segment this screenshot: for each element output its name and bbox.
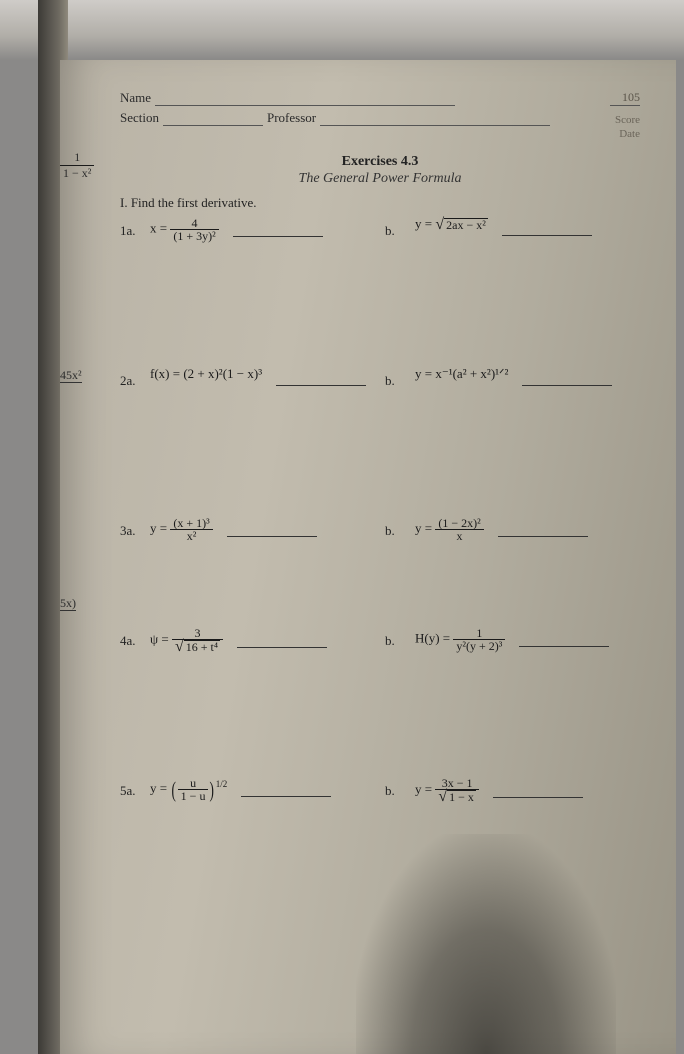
professor-field-line <box>320 125 550 126</box>
margin-fragment-1: 11 − x² <box>60 150 94 181</box>
problem-4b: b. H(y) = 1y²(y + 2)³ <box>385 627 640 652</box>
answer-blank <box>498 536 588 537</box>
answer-blank <box>237 647 327 648</box>
answer-blank <box>522 385 612 386</box>
page-header: Name 105 Section Professor Score Date <box>120 90 640 140</box>
problem-1a: 1a. x = 4(1 + 3y)² <box>120 217 375 242</box>
answer-blank <box>502 235 592 236</box>
exercises-subtitle: The General Power Formula <box>120 171 640 187</box>
problem-3a: 3a. y = (x + 1)³x² <box>120 517 375 542</box>
problems-grid: 1a. x = 4(1 + 3y)² b. y = √2ax − x² 2a. <box>120 217 640 927</box>
problem-row: 4a. ψ = 3 √16 + t⁴ b. H(y) = 1y²(y + 2)³ <box>120 627 640 777</box>
problem-row: 1a. x = 4(1 + 3y)² b. y = √2ax − x² <box>120 217 640 367</box>
problem-row: 5a. y = (u1 − u)1/2 b. y = 3x − 1 √1 − x <box>120 777 640 927</box>
problem-row: 2a. f(x) = (2 + x)²(1 − x)³ b. y = x⁻¹(a… <box>120 367 640 517</box>
answer-blank <box>227 536 317 537</box>
problem-4a: 4a. ψ = 3 √16 + t⁴ <box>120 627 375 654</box>
answer-blank <box>233 236 323 237</box>
desk-surface <box>0 0 684 60</box>
score-label: Score <box>615 114 640 126</box>
problem-5a: 5a. y = (u1 − u)1/2 <box>120 777 375 802</box>
page-number: 105 <box>610 90 640 106</box>
answer-blank <box>276 385 366 386</box>
instruction-text: I. Find the first derivative. <box>120 195 640 211</box>
worksheet-page: 11 − x² 45x² 5x) Name 105 Section Profes… <box>60 60 676 1054</box>
answer-blank <box>493 797 583 798</box>
problem-2b: b. y = x⁻¹(a² + x²)¹ᐟ² <box>385 367 640 389</box>
date-label: Date <box>120 128 640 140</box>
margin-fragment-3: 5x) <box>60 596 76 611</box>
section-field-line <box>163 125 263 126</box>
problem-2a: 2a. f(x) = (2 + x)²(1 − x)³ <box>120 367 375 389</box>
problem-1b: b. y = √2ax − x² <box>385 217 640 239</box>
problem-5b: b. y = 3x − 1 √1 − x <box>385 777 640 804</box>
answer-blank <box>519 646 609 647</box>
section-label: Section <box>120 110 159 126</box>
name-field-line <box>155 105 455 106</box>
answer-blank <box>241 796 331 797</box>
name-label: Name <box>120 90 151 106</box>
professor-label: Professor <box>267 110 316 126</box>
worksheet-title: Exercises 4.3 The General Power Formula <box>120 154 640 187</box>
problem-3b: b. y = (1 − 2x)²x <box>385 517 640 542</box>
exercises-heading: Exercises 4.3 <box>120 154 640 170</box>
problem-row: 3a. y = (x + 1)³x² b. y = (1 − 2x)²x <box>120 517 640 627</box>
margin-fragment-2: 45x² <box>60 368 82 383</box>
